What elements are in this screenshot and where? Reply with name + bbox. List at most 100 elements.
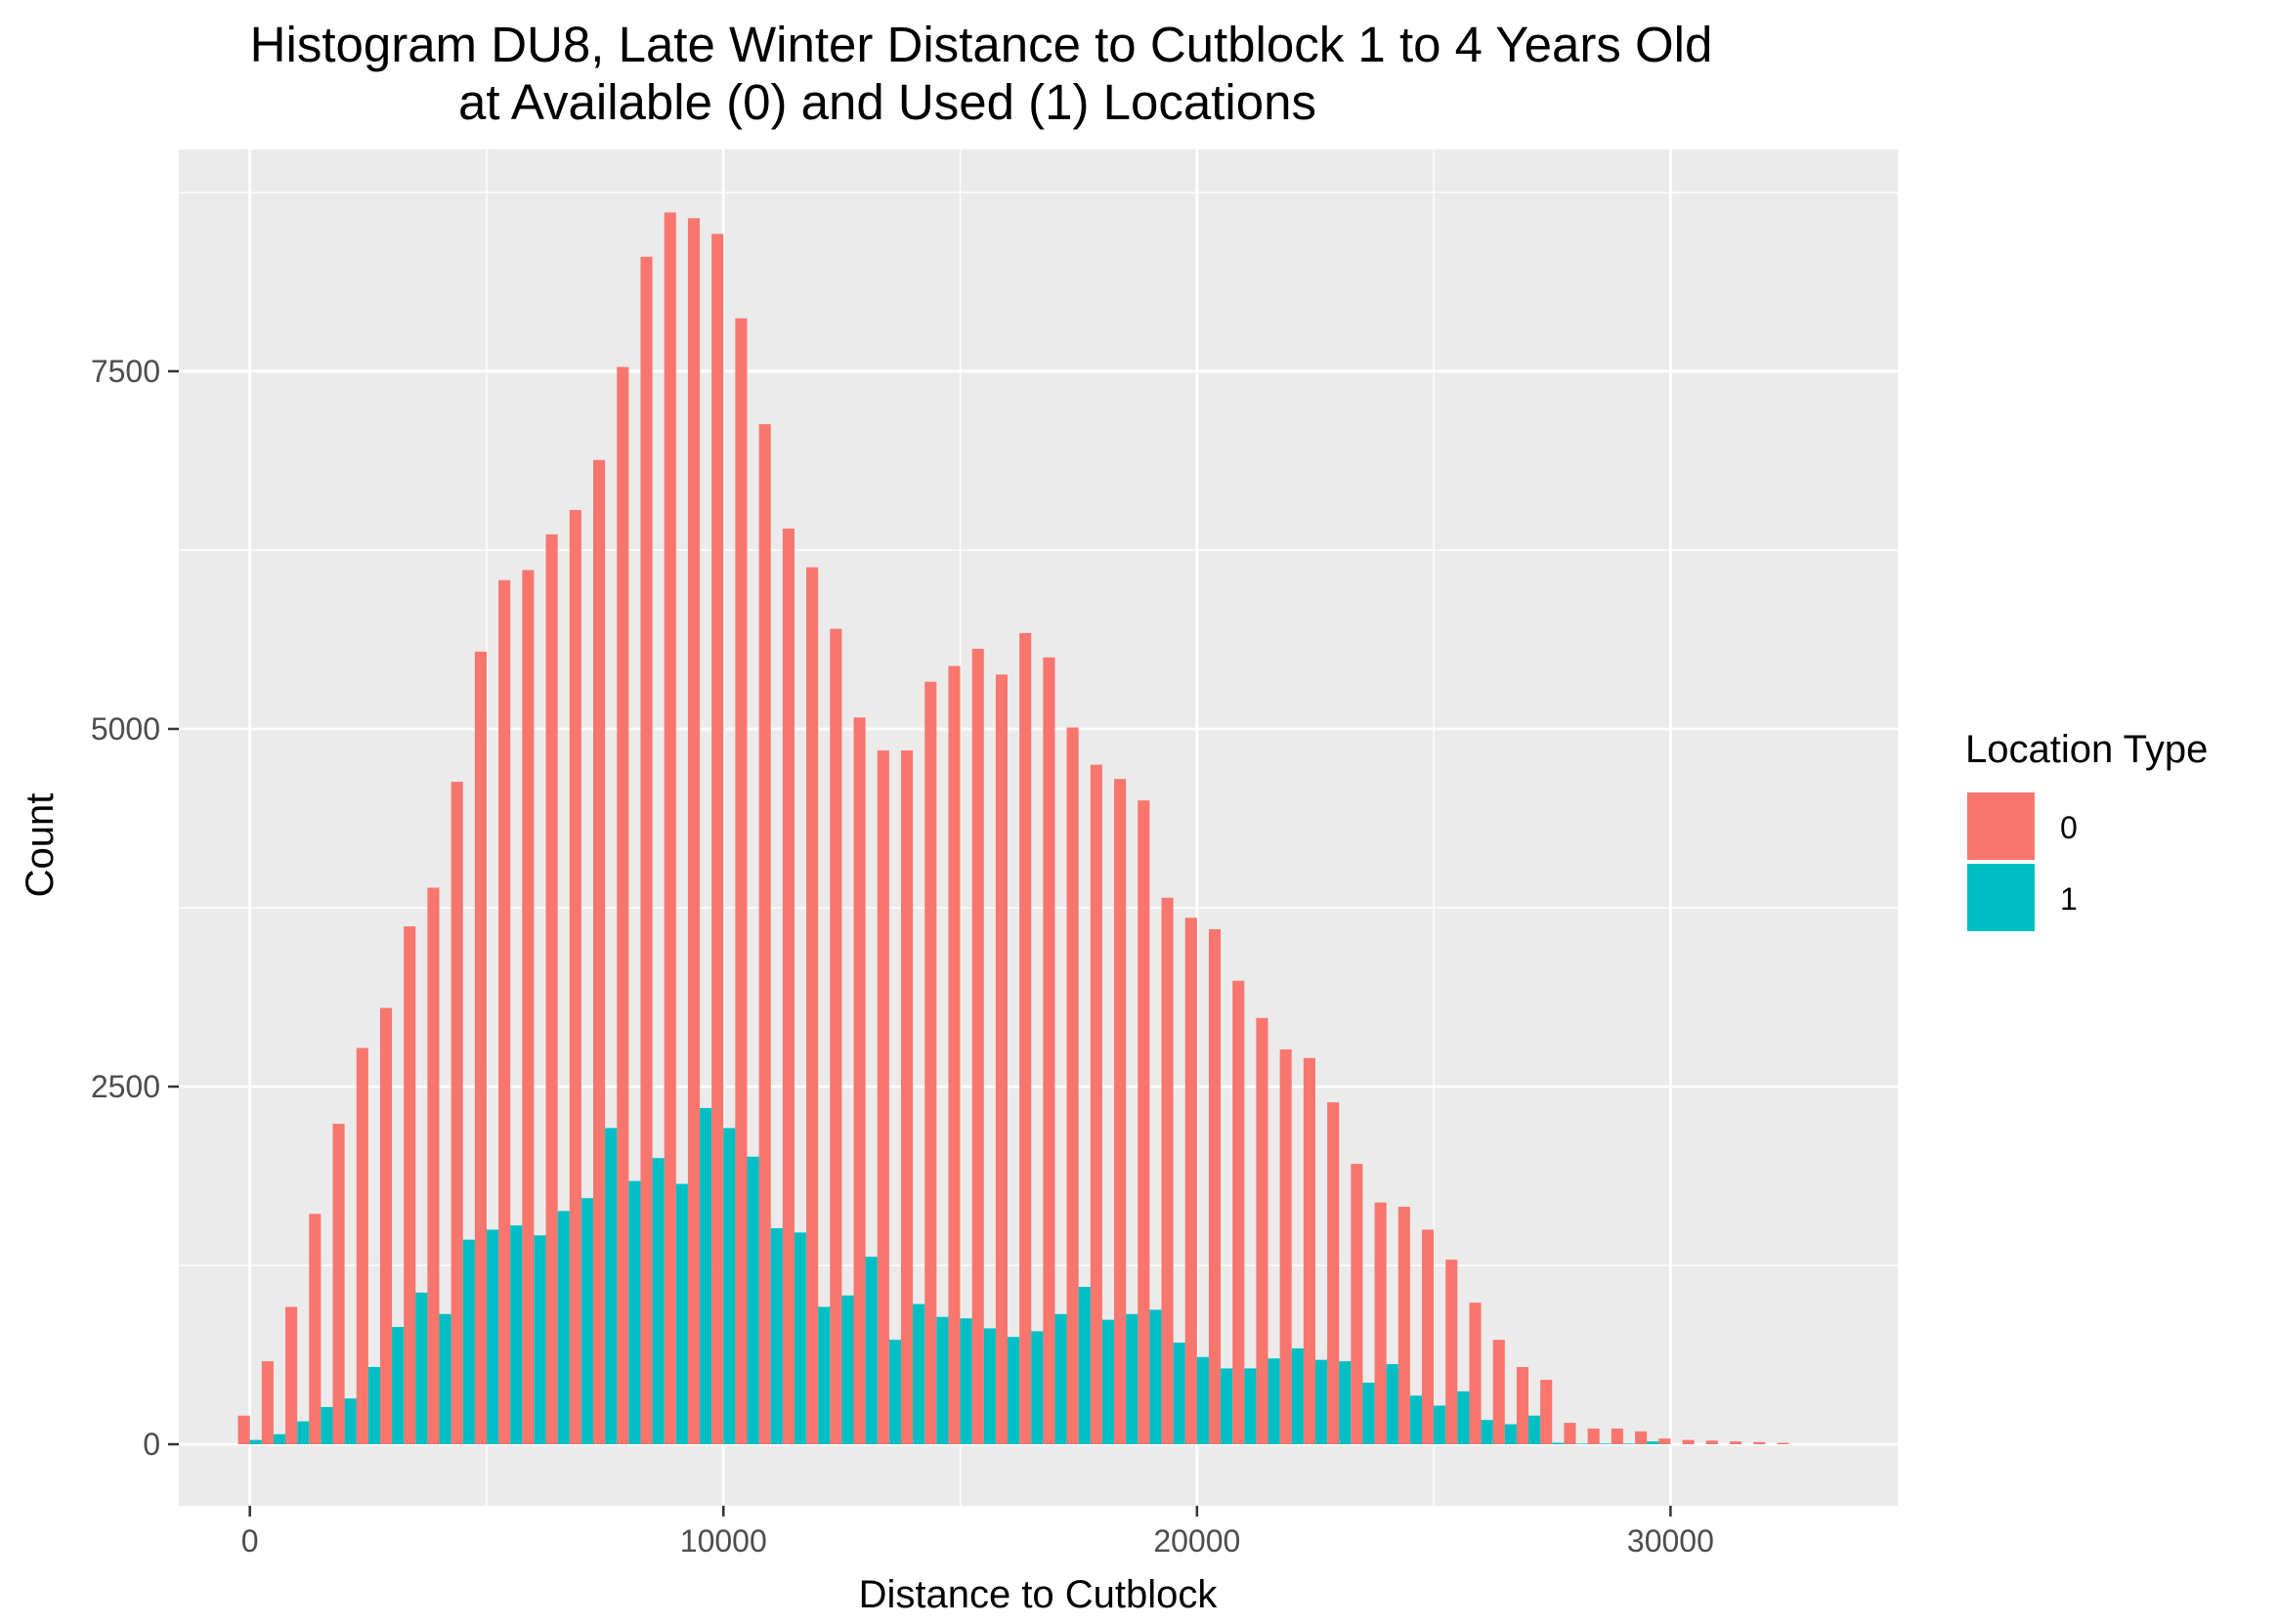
bar-series-1	[462, 1239, 475, 1445]
bar-series-0	[332, 1124, 345, 1445]
bar-series-0	[404, 926, 416, 1445]
bar-series-0	[640, 256, 653, 1445]
bar-series-0	[1279, 1048, 1292, 1445]
bar-series-0	[806, 567, 819, 1445]
bar-series-1	[1599, 1443, 1612, 1445]
bar-series-0	[474, 651, 487, 1445]
bar-series-1	[1575, 1443, 1588, 1445]
bar-series-1	[367, 1366, 380, 1445]
bar-series-0	[1658, 1438, 1671, 1445]
bar-series-0	[451, 782, 463, 1445]
y-tick-label: 7500	[91, 354, 160, 389]
bar-series-0	[1232, 980, 1245, 1445]
bar-series-0	[1184, 918, 1197, 1445]
y-tick-label: 5000	[91, 711, 160, 747]
bar-series-1	[1622, 1443, 1636, 1445]
bar-series-0	[1327, 1102, 1340, 1445]
bar-series-1	[628, 1180, 641, 1445]
bar-series-0	[593, 459, 606, 1445]
x-tick-label: 30000	[1627, 1523, 1714, 1559]
bar-series-1	[723, 1128, 736, 1445]
bar-series-1	[1173, 1343, 1185, 1445]
bar-series-1	[486, 1229, 499, 1445]
bar-series-1	[770, 1227, 783, 1445]
bar-series-1	[700, 1107, 712, 1445]
bar-series-1	[1528, 1415, 1541, 1445]
bar-series-1	[1291, 1347, 1304, 1445]
bar-series-0	[1019, 632, 1032, 1445]
bar-series-1	[1221, 1368, 1233, 1445]
bar-series-0	[309, 1214, 322, 1445]
bar-series-0	[1469, 1303, 1482, 1445]
bar-series-0	[1635, 1431, 1648, 1445]
bar-series-0	[1090, 764, 1102, 1445]
bar-series-1	[747, 1156, 759, 1445]
bar-series-1	[983, 1328, 996, 1445]
bar-series-0	[1729, 1441, 1742, 1445]
bar-series-1	[1078, 1286, 1091, 1445]
legend-title: Location Type	[1965, 728, 2208, 771]
x-tick-label: 10000	[680, 1523, 767, 1559]
bar-series-1	[888, 1340, 901, 1445]
bar-series-1	[605, 1128, 618, 1445]
bar-series-0	[1611, 1428, 1623, 1445]
bar-series-0	[1066, 727, 1079, 1445]
legend-label-0: 0	[2060, 810, 2078, 845]
bar-series-0	[545, 534, 558, 1445]
bar-series-1	[1008, 1337, 1020, 1445]
bar-series-0	[1682, 1439, 1695, 1445]
bar-series-1	[344, 1398, 357, 1445]
bar-series-1	[1647, 1441, 1659, 1445]
bar-series-0	[522, 570, 535, 1445]
bar-series-1	[1244, 1368, 1257, 1445]
x-axis-title: Distance to Cutblock	[859, 1573, 1219, 1616]
bar-series-0	[1564, 1423, 1576, 1445]
bar-series-0	[285, 1306, 298, 1445]
bar-series-1	[1362, 1383, 1375, 1445]
y-tick-label: 2500	[91, 1069, 160, 1104]
y-axis-title: Count	[19, 793, 62, 898]
bar-series-0	[830, 628, 842, 1445]
bar-series-1	[865, 1257, 878, 1445]
bar-series-1	[1149, 1309, 1162, 1445]
bar-series-0	[664, 212, 676, 1445]
bar-series-0	[877, 749, 889, 1445]
bar-series-0	[1208, 928, 1222, 1445]
bar-series-0	[1705, 1440, 1718, 1445]
bar-series-1	[675, 1183, 688, 1445]
bar-series-1	[1339, 1361, 1352, 1445]
bar-series-0	[1445, 1260, 1458, 1445]
bar-series-0	[1516, 1366, 1529, 1445]
legend-label-1: 1	[2060, 881, 2078, 917]
bar-series-0	[379, 1007, 393, 1445]
bar-series-1	[794, 1232, 807, 1445]
bar-series-0	[1777, 1442, 1789, 1445]
bar-series-1	[415, 1292, 428, 1445]
bar-series-0	[1374, 1202, 1387, 1445]
bar-series-0	[758, 424, 771, 1445]
bar-series-1	[534, 1235, 546, 1445]
bar-series-1	[510, 1225, 523, 1445]
legend-key-0	[1967, 792, 2035, 860]
bar-series-1	[1101, 1319, 1115, 1445]
bar-series-1	[580, 1198, 594, 1445]
bar-series-1	[1054, 1313, 1067, 1445]
bar-series-0	[1114, 779, 1127, 1445]
bar-series-0	[1540, 1380, 1553, 1445]
bar-series-0	[1422, 1229, 1435, 1445]
bar-series-1	[818, 1306, 831, 1445]
bar-series-0	[995, 674, 1009, 1445]
bar-series-0	[948, 665, 961, 1445]
bar-series-0	[261, 1361, 274, 1445]
bar-series-0	[900, 749, 914, 1445]
bar-series-1	[652, 1158, 665, 1445]
bar-series-1	[1126, 1313, 1139, 1445]
histogram-bars	[237, 212, 1789, 1445]
bar-series-0	[1138, 800, 1150, 1445]
bar-series-1	[936, 1316, 949, 1445]
bar-series-0	[1492, 1340, 1505, 1445]
legend-key-1	[1967, 864, 2035, 931]
bar-series-1	[1386, 1364, 1398, 1445]
bar-series-0	[356, 1047, 368, 1445]
